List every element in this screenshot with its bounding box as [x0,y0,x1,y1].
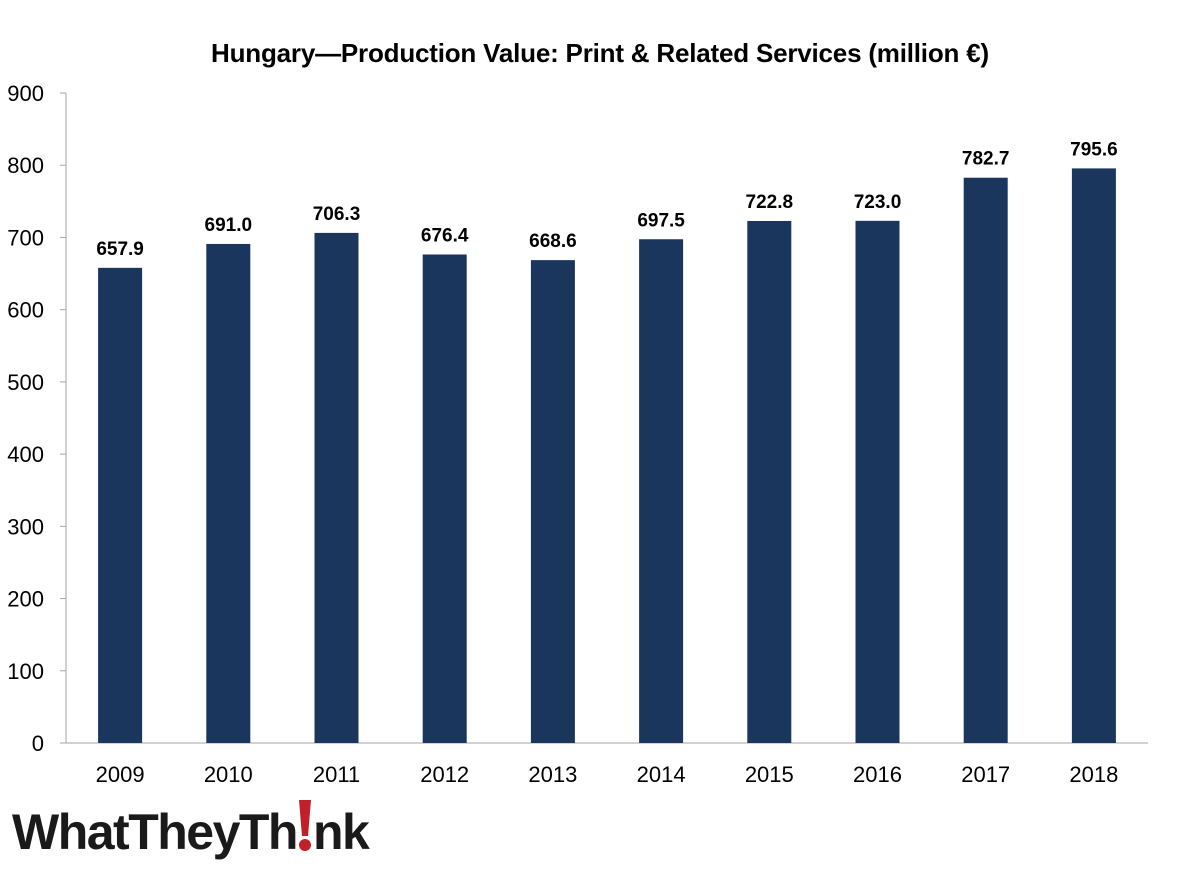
data-label-2017: 782.7 [962,149,1010,170]
y-tick-label: 300 [7,514,44,539]
bar-2018 [1071,168,1116,743]
data-label-2015: 722.8 [746,192,794,213]
bar-2013 [530,260,575,743]
bar-2015 [747,220,792,743]
data-label-2016: 723.0 [854,192,902,213]
data-label-2013: 668.6 [529,231,577,252]
x-tick-label-2012: 2012 [420,762,469,787]
data-label-2014: 697.5 [637,210,685,231]
bar-2011 [314,232,359,743]
chart-title: Hungary—Production Value: Print & Relate… [211,38,989,68]
data-label-2011: 706.3 [313,204,361,225]
data-labels: 657.9 691.0 706.3 676.4 668.6 697.5 722.8 723.0… [96,139,1117,259]
bar-2012 [422,254,467,743]
y-tick-label: 500 [7,370,44,395]
bar-2016 [855,220,900,744]
bar-2010 [206,243,251,743]
y-tick-label: 200 [7,587,44,612]
x-tick-label-2009: 2009 [96,762,145,787]
bar-2017 [963,177,1008,743]
logo-text-right: nk [312,804,370,860]
x-axis: 2009 2010 2011 2012 2013 2014 2015 2016 2017 2018 [66,742,1148,787]
data-label-2018: 795.6 [1070,139,1118,160]
logo-text-left: WhatTheyTh [12,804,298,860]
x-tick-label-2013: 2013 [528,762,577,787]
bar-2014 [639,239,684,743]
y-tick-label: 600 [7,298,44,323]
x-tick-label-2014: 2014 [637,762,686,787]
x-tick-label-2018: 2018 [1069,762,1118,787]
x-tick-label-2015: 2015 [745,762,794,787]
x-tick-label-2010: 2010 [204,762,253,787]
y-axis: 0 100 200 300 400 500 600 700 800 900 [7,81,67,756]
bar-2009 [98,267,143,743]
x-tick-label-2016: 2016 [853,762,902,787]
x-tick-label-2011: 2011 [313,762,360,787]
bars [98,168,1116,744]
data-label-2009: 657.9 [96,239,144,260]
y-tick-label: 700 [7,225,44,250]
y-tick-label: 400 [7,442,44,467]
y-tick-label: 800 [7,153,44,178]
whattheythink-logo: WhatTheyTh nk [12,800,370,864]
y-tick-label: 0 [32,731,44,756]
y-tick-label: 900 [7,81,44,106]
x-tick-label-2017: 2017 [961,762,1010,787]
y-tick-label: 100 [7,659,44,684]
data-label-2012: 676.4 [421,225,469,246]
data-label-2010: 691.0 [205,215,253,236]
